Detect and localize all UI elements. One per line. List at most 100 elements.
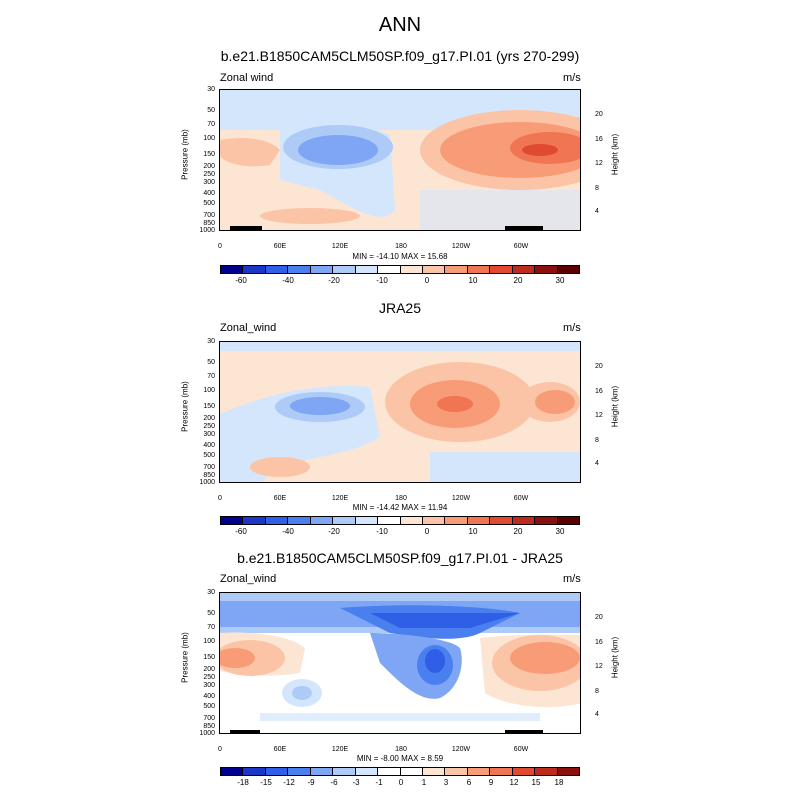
colorbar-tick: -1	[375, 778, 383, 787]
variable-label: Zonal_wind	[220, 322, 277, 334]
colorbar-tick: -6	[330, 778, 338, 787]
y-tick: 300	[203, 431, 215, 438]
x-tick: 120W	[451, 495, 471, 502]
y-tick: 250	[203, 674, 215, 681]
x-tick: 180	[395, 495, 407, 502]
colorbar	[220, 516, 580, 525]
colorbar-tick: 30	[555, 527, 565, 536]
y-tick: 400	[203, 693, 215, 700]
y-tick: 50	[207, 610, 215, 617]
y-tick: 1000	[199, 730, 215, 737]
colorbar-tick: 0	[424, 276, 430, 285]
y-tick: 30	[207, 589, 215, 596]
y-tick: 70	[207, 121, 215, 128]
colorbar-tick: -60	[235, 527, 247, 536]
x-tick: 120E	[331, 746, 349, 753]
y-tick: 300	[203, 179, 215, 186]
colorbar-tick: -20	[328, 527, 340, 536]
height-tick: 12	[595, 663, 603, 670]
contour-plot	[219, 89, 581, 231]
y-tick: 100	[203, 638, 215, 645]
height-tick: 4	[595, 711, 599, 718]
contour-plot	[219, 341, 581, 483]
variable-label: Zonal_wind	[220, 573, 277, 585]
y2-axis-label: Height (km)	[610, 385, 620, 428]
contour-svg	[220, 90, 580, 230]
y-tick: 30	[207, 338, 215, 345]
x-tick: 120E	[331, 495, 349, 502]
y-tick: 500	[203, 452, 215, 459]
height-tick: 12	[595, 412, 603, 419]
y2-axis-label: Height (km)	[610, 636, 620, 679]
colorbar-tick: 6	[466, 778, 472, 787]
colorbar-tick: 10	[468, 527, 478, 536]
colorbar-tick: 9	[488, 778, 494, 787]
y-tick: 500	[203, 200, 215, 207]
colorbar-tick: 3	[443, 778, 449, 787]
colorbar-tick: -10	[376, 276, 388, 285]
y-tick: 1000	[199, 227, 215, 234]
contour-plot	[219, 592, 581, 734]
colorbar-tick: 1	[421, 778, 427, 787]
x-tick: 60E	[273, 243, 287, 250]
y-tick: 250	[203, 171, 215, 178]
x-tick: 180	[395, 243, 407, 250]
x-tick: 0	[218, 243, 222, 250]
colorbar-tick: 18	[554, 778, 564, 787]
height-tick: 20	[595, 363, 603, 370]
main-title: ANN	[378, 14, 422, 36]
y-tick: 850	[203, 723, 215, 730]
y2-axis-label: Height (km)	[610, 133, 620, 176]
x-tick: 60W	[513, 243, 529, 250]
height-tick: 4	[595, 208, 599, 215]
x-tick: 120E	[331, 243, 349, 250]
y-tick: 50	[207, 107, 215, 114]
min-max-stats: MIN = -14.10 MAX = 15.68	[352, 252, 448, 261]
x-tick: 60E	[273, 495, 287, 502]
colorbar	[220, 767, 580, 776]
y-tick: 150	[203, 403, 215, 410]
y-tick: 300	[203, 682, 215, 689]
colorbar-tick: 12	[509, 778, 519, 787]
colorbar-tick: 0	[398, 778, 404, 787]
x-tick: 120W	[451, 243, 471, 250]
y-tick: 1000	[199, 479, 215, 486]
y-tick: 70	[207, 373, 215, 380]
y-tick: 200	[203, 163, 215, 170]
colorbar-tick: -40	[282, 276, 294, 285]
panel-title: JRA25	[378, 300, 422, 316]
height-tick: 20	[595, 111, 603, 118]
height-tick: 8	[595, 185, 599, 192]
colorbar-tick: -3	[352, 778, 360, 787]
y-tick: 70	[207, 624, 215, 631]
contour-svg	[220, 342, 580, 482]
y-tick: 100	[203, 387, 215, 394]
y-tick: 700	[203, 464, 215, 471]
y-tick: 400	[203, 190, 215, 197]
variable-label: Zonal wind	[220, 72, 274, 84]
x-tick: 0	[218, 495, 222, 502]
colorbar-tick: 15	[531, 778, 541, 787]
y-tick: 250	[203, 423, 215, 430]
colorbar-tick: -20	[328, 276, 340, 285]
y-tick: 400	[203, 442, 215, 449]
y-tick: 500	[203, 703, 215, 710]
y-tick: 50	[207, 359, 215, 366]
colorbar-tick: -60	[235, 276, 247, 285]
y-tick: 200	[203, 666, 215, 673]
height-tick: 16	[595, 639, 603, 646]
units-label: m/s	[563, 573, 581, 585]
colorbar-tick: -10	[376, 527, 388, 536]
y-tick: 150	[203, 654, 215, 661]
x-tick: 0	[218, 746, 222, 753]
colorbar-tick: -12	[283, 778, 295, 787]
height-tick: 8	[595, 688, 599, 695]
y-tick: 700	[203, 212, 215, 219]
y-tick: 150	[203, 151, 215, 158]
y-tick: 100	[203, 135, 215, 142]
colorbar-tick: -15	[260, 778, 272, 787]
x-tick: 60E	[273, 746, 287, 753]
colorbar-tick: 0	[424, 527, 430, 536]
units-label: m/s	[563, 72, 581, 84]
height-tick: 20	[595, 614, 603, 621]
